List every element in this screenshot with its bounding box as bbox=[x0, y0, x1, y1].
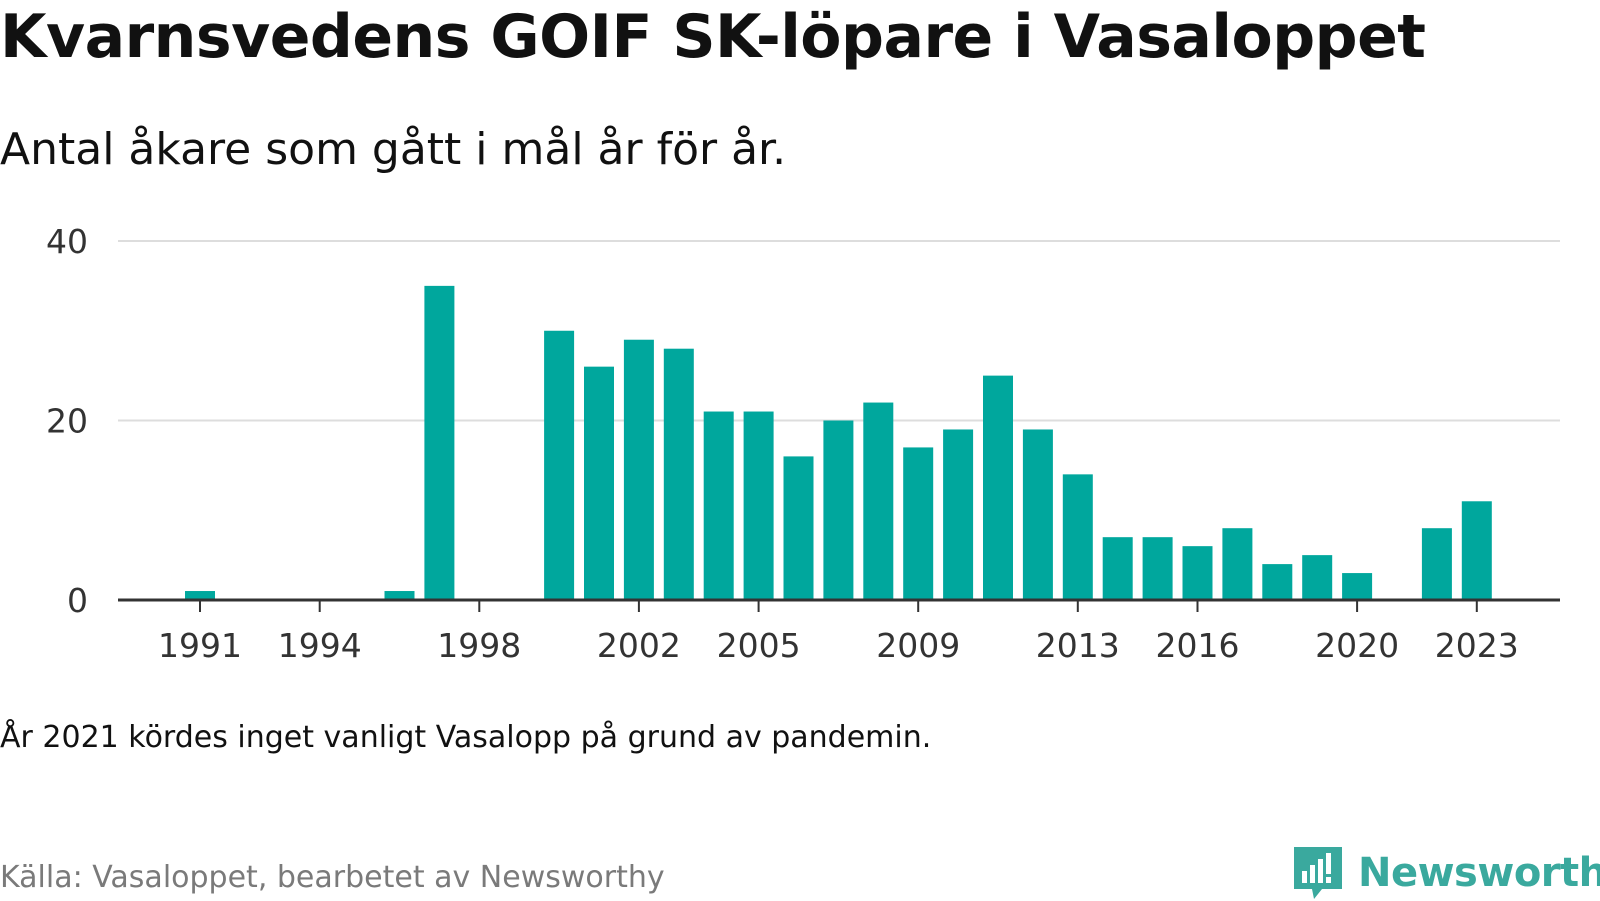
bar bbox=[1102, 537, 1133, 600]
x-tick-label: 2016 bbox=[1156, 626, 1240, 665]
x-tick-label: 2002 bbox=[597, 626, 681, 665]
x-tick-label: 1991 bbox=[158, 626, 242, 665]
bar bbox=[424, 285, 455, 600]
bar bbox=[1062, 474, 1093, 600]
bar bbox=[1022, 429, 1053, 600]
bar bbox=[943, 429, 974, 600]
bar bbox=[1182, 546, 1213, 600]
bar bbox=[584, 366, 614, 600]
bar bbox=[663, 348, 694, 600]
newsworthy-logo-icon bbox=[1294, 847, 1342, 899]
x-tick-label: 2009 bbox=[876, 626, 960, 665]
y-tick-label: 0 bbox=[67, 581, 88, 620]
source-text: Källa: Vasaloppet, bearbetet av Newswort… bbox=[0, 860, 665, 895]
bar-chart: 0 20 40 1991 1994 1998 2002 2005 2009 2013 2016 202… bbox=[46, 222, 1560, 665]
x-tick-label: 2023 bbox=[1435, 626, 1519, 665]
brand-logo: Newsworthy bbox=[1292, 845, 1600, 901]
chart-subtitle: Antal åkare som gått i mål år för år. bbox=[0, 124, 787, 175]
bar bbox=[1302, 555, 1333, 600]
bar bbox=[1142, 537, 1173, 600]
x-tick-label: 2020 bbox=[1315, 626, 1399, 665]
bar bbox=[623, 339, 654, 600]
x-tick-label: 1998 bbox=[437, 626, 521, 665]
chart-title: Kvarnsvedens GOIF SK-löpare i Vasaloppet bbox=[0, 2, 1426, 72]
bar bbox=[863, 402, 894, 600]
bar bbox=[544, 330, 575, 600]
bar bbox=[185, 591, 215, 600]
bar bbox=[1262, 564, 1293, 600]
bar bbox=[783, 456, 814, 600]
brand-name: Newsworthy bbox=[1358, 850, 1600, 896]
bar bbox=[384, 591, 415, 600]
bar bbox=[1222, 528, 1253, 600]
bar bbox=[903, 447, 934, 600]
bar bbox=[703, 411, 734, 600]
x-tick-label: 2013 bbox=[1036, 626, 1120, 665]
x-tick-label: 1994 bbox=[278, 626, 362, 665]
bar bbox=[1421, 528, 1452, 600]
bar bbox=[823, 420, 854, 600]
bar bbox=[1342, 573, 1373, 600]
bar bbox=[1461, 501, 1492, 600]
x-tick-label: 2005 bbox=[717, 626, 801, 665]
bar bbox=[983, 375, 1013, 600]
y-tick-label: 40 bbox=[46, 222, 88, 261]
chart-note: År 2021 kördes inget vanligt Vasalopp på… bbox=[0, 720, 932, 755]
bar bbox=[743, 411, 774, 600]
y-tick-label: 20 bbox=[46, 402, 88, 441]
